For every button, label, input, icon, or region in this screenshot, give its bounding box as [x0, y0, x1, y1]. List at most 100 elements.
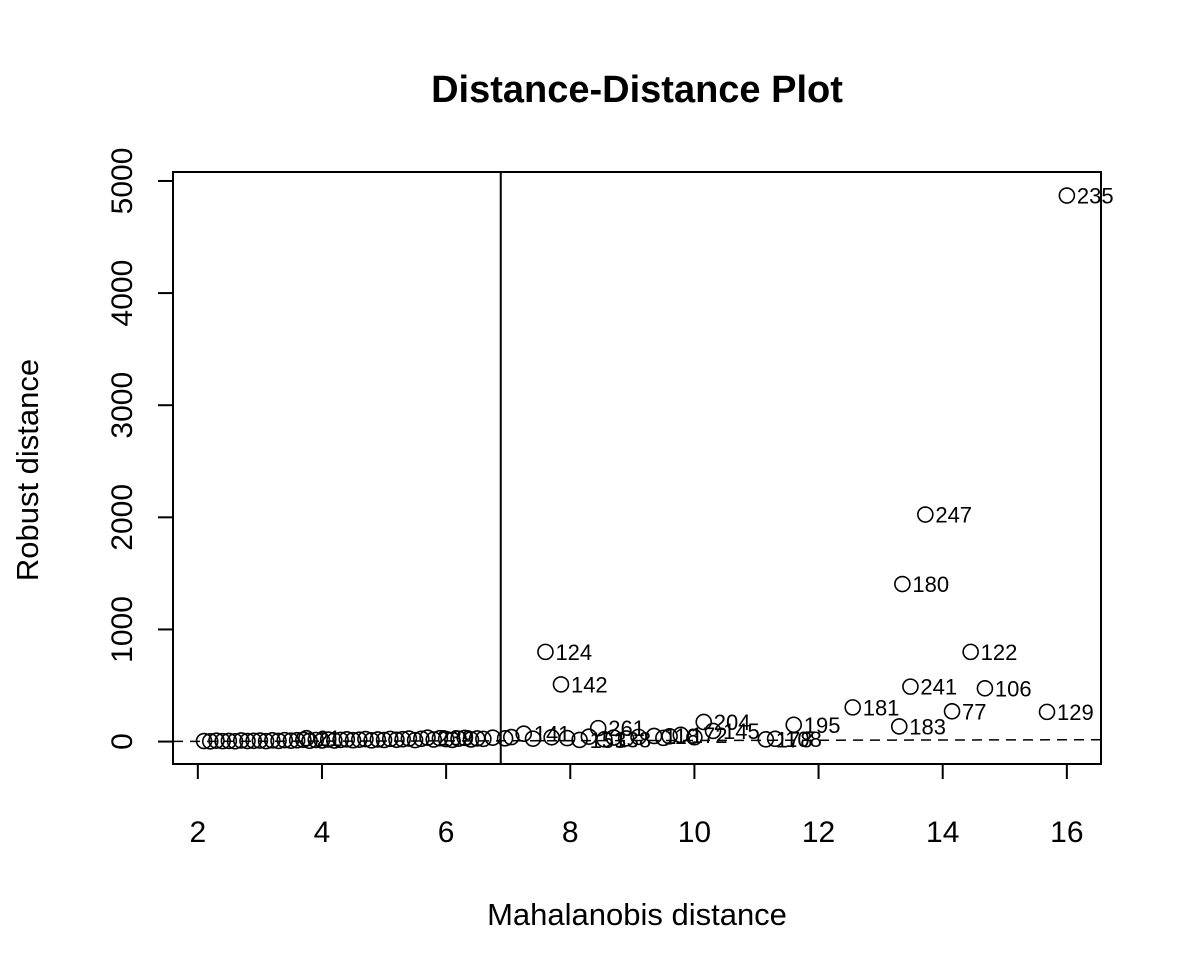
data-point-141 [515, 725, 533, 743]
data-point [605, 729, 623, 746]
data-point [208, 732, 225, 749]
data-point [406, 731, 424, 749]
cluster-points [195, 728, 703, 750]
point-label-141: 141 [534, 722, 571, 747]
data-point-106 [976, 680, 994, 697]
data-point [381, 730, 399, 748]
data-point [332, 731, 349, 749]
point-label-239: 239 [438, 726, 475, 751]
point-label-261: 261 [608, 716, 645, 741]
data-point [245, 732, 262, 750]
point-label-108: 108 [785, 727, 822, 752]
x-tick-label: 6 [438, 816, 455, 849]
data-point-178 [757, 731, 775, 748]
data-point-77 [943, 703, 961, 720]
data-point [264, 732, 281, 749]
x-tick-label: 4 [314, 816, 331, 849]
data-point [425, 731, 443, 748]
y-tick-label: 1000 [106, 596, 139, 663]
data-point [484, 729, 501, 746]
data-point [375, 731, 393, 749]
data-point [655, 729, 672, 747]
data-point [475, 730, 492, 748]
x-tick-label: 8 [562, 816, 579, 849]
data-point [388, 731, 405, 749]
data-point [270, 732, 287, 750]
data-point [226, 732, 244, 750]
reference-lines [172, 172, 1102, 764]
data-point [350, 731, 368, 748]
data-point [319, 731, 337, 748]
data-point [462, 731, 480, 748]
data-point-108 [766, 730, 784, 748]
data-point [251, 732, 269, 749]
data-point-153 [571, 731, 588, 749]
data-point [437, 730, 455, 748]
data-point [496, 730, 514, 747]
point-label-122: 122 [981, 640, 1018, 665]
data-point [220, 732, 238, 750]
data-point [232, 732, 250, 749]
plot-frame [172, 171, 1102, 765]
point-label-145: 145 [723, 719, 760, 744]
data-point [369, 731, 387, 748]
data-point [326, 732, 343, 749]
point-label-195: 195 [804, 713, 841, 738]
data-point [617, 730, 635, 747]
data-point [412, 730, 430, 748]
y-axis: 0 1000 2000 3000 4000 5000 [106, 148, 174, 750]
point-label-138: 138 [614, 727, 651, 752]
data-point [288, 731, 306, 749]
y-axis-label: Robust distance [10, 359, 45, 581]
point-label-180: 180 [912, 572, 949, 597]
data-point-142 [552, 676, 570, 693]
data-point [400, 730, 418, 747]
data-point [363, 732, 380, 749]
data-point [276, 731, 294, 749]
point-label-77: 77 [962, 699, 986, 724]
point-label-124: 124 [555, 640, 592, 665]
data-point-122 [962, 643, 979, 661]
data-point [558, 729, 576, 747]
data-point [195, 732, 213, 750]
x-tick-label: 10 [678, 816, 711, 849]
y-tick-label: 2000 [106, 484, 139, 551]
point-label-181: 181 [863, 695, 900, 720]
point-label-241: 241 [920, 675, 957, 700]
data-point-138 [596, 731, 613, 748]
data-point [214, 732, 231, 750]
data-point [295, 731, 312, 749]
x-axis-label: Mahalanobis distance [487, 897, 787, 932]
data-point [201, 733, 219, 750]
data-point-145 [704, 722, 722, 740]
data-point-124 [537, 643, 554, 661]
chart-title: Distance-Distance Plot [431, 69, 843, 111]
data-point [344, 731, 362, 749]
data-point-129 [1038, 703, 1056, 721]
data-point-180 [894, 575, 911, 593]
point-label-21: 21 [316, 726, 340, 751]
data-point-195 [785, 716, 803, 734]
data-point-172 [672, 726, 690, 744]
x-tick-label: 14 [926, 816, 959, 849]
data-point [301, 732, 318, 750]
data-point-181 [844, 699, 862, 716]
point-label-183: 183 [909, 714, 946, 739]
point-label-129: 129 [1057, 700, 1094, 725]
data-point [257, 732, 275, 750]
data-point [580, 728, 598, 745]
x-tick-label: 16 [1050, 816, 1083, 849]
data-point-247 [917, 506, 934, 523]
y-tick-label: 3000 [106, 372, 139, 439]
y-tick-label: 4000 [106, 260, 139, 327]
data-point [357, 730, 374, 748]
data-point [456, 729, 474, 747]
data-point [307, 731, 325, 749]
data-point [394, 730, 411, 748]
data-point [338, 731, 356, 748]
x-axis: 2 4 6 8 10 12 14 16 [189, 763, 1084, 849]
data-point [450, 730, 467, 747]
data-point-239 [419, 729, 436, 746]
x-tick-label: 12 [802, 816, 835, 849]
data-point [431, 729, 449, 747]
